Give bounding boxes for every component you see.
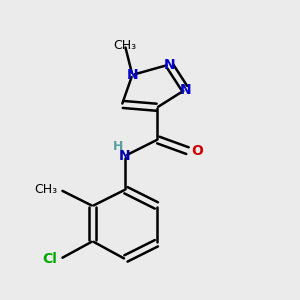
Text: Cl: Cl xyxy=(42,252,57,266)
Text: CH₃: CH₃ xyxy=(113,39,136,52)
Text: CH₃: CH₃ xyxy=(34,183,57,196)
Text: N: N xyxy=(179,82,191,97)
Text: N: N xyxy=(163,58,175,72)
Text: N: N xyxy=(127,68,138,82)
Text: N: N xyxy=(119,149,131,163)
Text: O: O xyxy=(191,145,203,158)
Text: H: H xyxy=(112,140,123,153)
